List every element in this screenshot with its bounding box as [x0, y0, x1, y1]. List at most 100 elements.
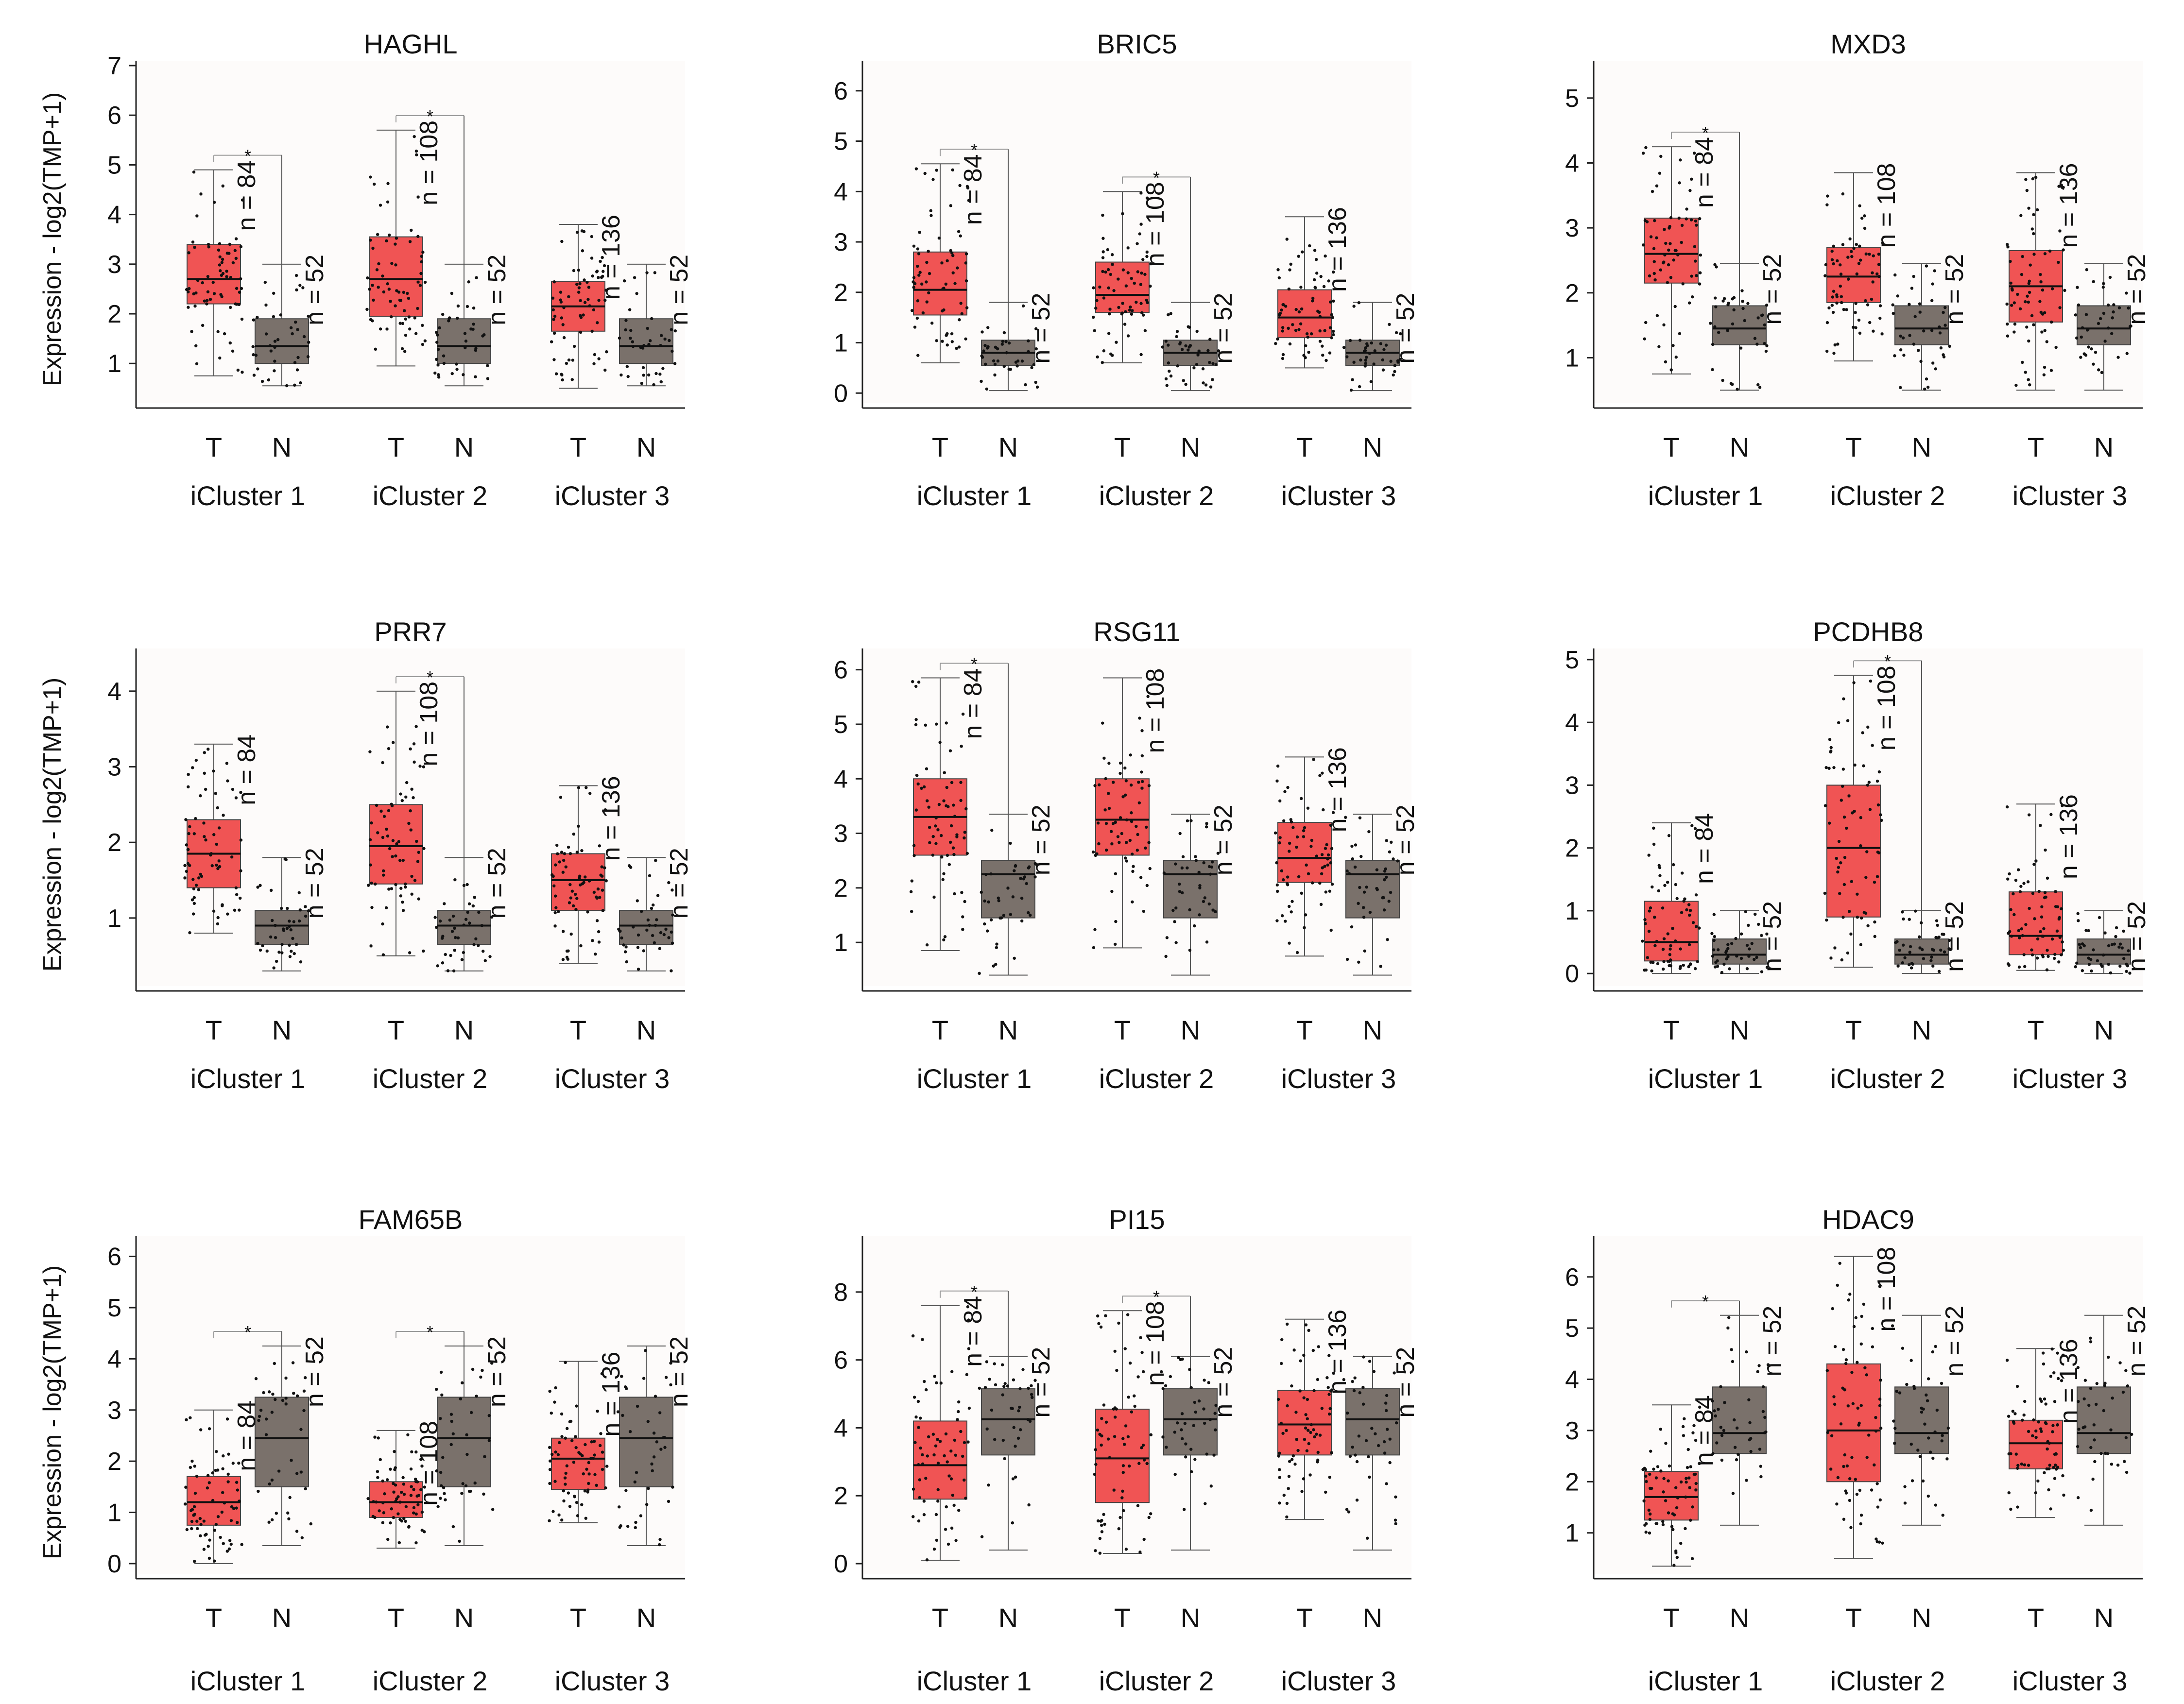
data-point — [1102, 1403, 1106, 1407]
data-point — [1671, 1528, 1675, 1532]
data-point — [2039, 824, 2042, 827]
data-point — [438, 326, 441, 330]
data-point — [959, 1430, 963, 1433]
data-point — [1149, 1512, 1152, 1516]
data-point — [221, 1467, 224, 1470]
normal-box-group-1 — [978, 814, 1038, 976]
data-point — [1842, 1517, 1846, 1521]
data-point — [1674, 1549, 1678, 1553]
x-tick-label-n: N — [1912, 1015, 1931, 1045]
data-point — [1398, 358, 1402, 361]
data-point — [1714, 960, 1718, 964]
data-point — [1297, 255, 1300, 258]
data-point — [605, 1465, 609, 1468]
data-point — [231, 349, 235, 353]
data-point — [2076, 912, 2080, 916]
y-tick-label: 4 — [107, 201, 121, 229]
data-point — [560, 1412, 564, 1416]
data-point — [1920, 1406, 1923, 1410]
tumor-box-group-2 — [1093, 1310, 1153, 1555]
jitter-points — [1825, 1261, 1884, 1545]
data-point — [1281, 357, 1285, 360]
data-point — [482, 1492, 485, 1496]
data-point — [404, 334, 408, 337]
y-tick-label: 2 — [107, 829, 121, 857]
data-point — [2025, 325, 2029, 329]
data-point — [2030, 948, 2033, 952]
data-point — [264, 1417, 268, 1421]
data-point — [548, 1446, 551, 1449]
data-point — [234, 302, 237, 306]
data-point — [1749, 1449, 1753, 1453]
data-point — [191, 766, 194, 769]
data-point — [1298, 1389, 1302, 1393]
data-point — [1394, 1522, 1397, 1526]
data-point — [1364, 1439, 1368, 1443]
data-point — [1823, 274, 1827, 277]
group-label: iCluster 2 — [373, 1063, 488, 1094]
data-point — [1871, 744, 1874, 747]
data-point — [381, 835, 385, 839]
data-point — [1925, 1393, 1928, 1397]
jitter-points — [2005, 1347, 2065, 1511]
data-point — [1685, 217, 1688, 221]
data-point — [2109, 971, 2113, 975]
data-point — [196, 1527, 199, 1531]
data-point — [1653, 278, 1657, 282]
data-point — [658, 947, 661, 950]
data-point — [1145, 196, 1149, 200]
data-point — [398, 322, 402, 325]
data-point — [381, 1501, 385, 1505]
data-point — [1276, 889, 1279, 893]
data-point — [1203, 1379, 1206, 1382]
data-point — [1687, 903, 1691, 906]
n-label-normal: n = 52 — [301, 1336, 329, 1407]
data-point — [413, 135, 416, 138]
data-point — [267, 1390, 271, 1394]
data-point — [2041, 312, 2045, 316]
data-point — [236, 1488, 240, 1492]
data-point — [1916, 1448, 1920, 1452]
data-point — [1912, 342, 1916, 346]
jitter-points — [1162, 819, 1220, 958]
data-point — [1930, 299, 1934, 303]
data-point — [421, 324, 424, 327]
tumor-box-group-2 — [1091, 677, 1152, 950]
data-point — [1187, 348, 1190, 352]
data-point — [597, 940, 601, 944]
data-point — [259, 1408, 263, 1412]
data-point — [437, 375, 441, 379]
data-point — [383, 1492, 386, 1496]
data-point — [652, 1455, 656, 1459]
data-point — [1936, 923, 1939, 927]
data-point — [619, 1524, 622, 1528]
data-point — [1758, 386, 1762, 389]
data-point — [407, 297, 411, 300]
data-point — [1355, 1460, 1359, 1464]
data-point — [1131, 900, 1134, 903]
data-point — [1831, 1307, 1834, 1311]
data-point — [1698, 1462, 1701, 1465]
data-point — [1112, 1488, 1116, 1492]
data-point — [1034, 347, 1038, 351]
data-point — [391, 839, 395, 842]
data-point — [1355, 1499, 1359, 1502]
data-point — [583, 301, 587, 304]
data-point — [2076, 286, 2079, 289]
data-point — [1016, 359, 1020, 363]
data-point — [287, 1517, 291, 1521]
data-point — [1659, 1428, 1662, 1431]
n-label-tumor: n = 136 — [597, 215, 625, 300]
data-point — [1309, 332, 1313, 336]
jitter-points — [978, 1360, 1037, 1538]
data-point — [486, 377, 490, 380]
data-point — [1653, 944, 1657, 948]
data-point — [1379, 342, 1382, 345]
data-point — [1910, 287, 1914, 290]
data-point — [642, 374, 645, 377]
data-point — [1092, 946, 1096, 950]
data-point — [2022, 882, 2026, 885]
data-point — [1931, 361, 1935, 365]
data-point — [1136, 833, 1139, 836]
data-point — [1328, 300, 1332, 304]
